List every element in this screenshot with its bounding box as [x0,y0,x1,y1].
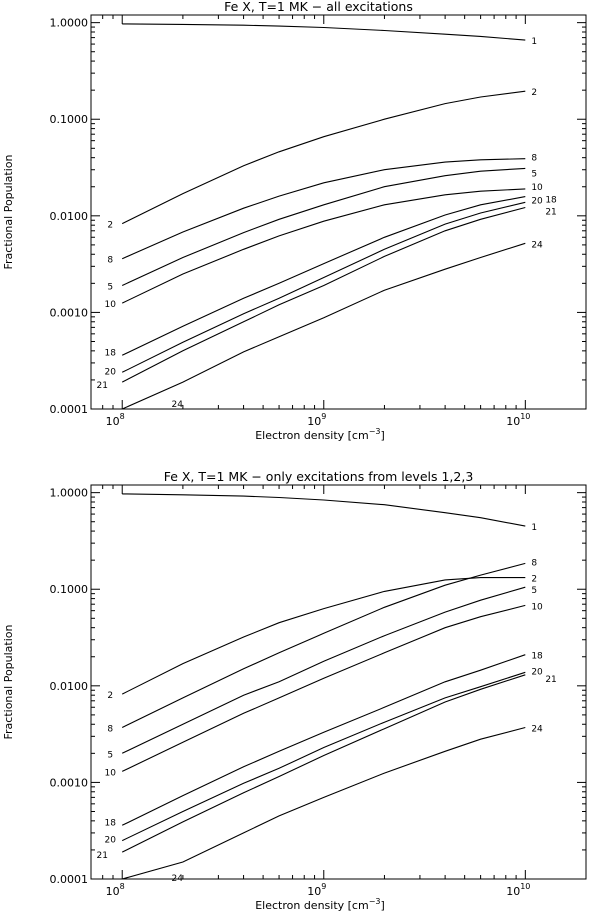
y-tick-label: 0.1000 [50,583,89,596]
x-tick-base: 10 [106,885,120,898]
series-line-20 [121,201,526,373]
series-label-right: 21 [545,207,556,217]
y-tick-label: 0.1000 [50,113,89,126]
x-tick-exponent: 9 [321,412,326,421]
plot-frame [90,14,587,410]
series-line-1 [122,23,526,41]
series-label-right: 18 [545,196,557,206]
x-tick-label: 109 [307,882,326,898]
series-line-24 [122,726,526,880]
x-axis-label-close: ] [381,429,385,442]
series-line-5 [121,586,526,754]
x-axis-label-text: Electron density [cm [255,429,369,442]
series-line-1 [122,493,526,527]
series-line-24 [121,242,526,410]
x-tick-exponent: 9 [321,882,326,891]
series-label-right: 8 [531,558,537,568]
series-line-21 [121,674,526,853]
x-tick-base: 10 [106,415,120,428]
series-label-right: 10 [531,602,543,612]
y-tick-label: 0.0010 [50,306,89,319]
series-label-right: 1 [531,523,537,533]
x-axis-label-close: ] [381,899,385,912]
series-line-10 [121,188,526,304]
series-label-left: 8 [107,256,113,266]
series-label-left: 20 [104,836,116,846]
series-label-right: 18 [531,652,543,662]
y-axis-label: Fractional Population [2,624,15,739]
x-tick-label: 108 [106,412,125,428]
series-label-left: 8 [107,725,113,735]
series-line-21 [121,206,526,383]
series-label-left: 18 [104,348,116,358]
chart-title: Fe X, T=1 MK − only excitations from lev… [164,469,474,484]
series-label-left: 10 [104,300,116,310]
series-label-left: 2 [107,221,113,231]
series-label-left: 24 [171,874,183,884]
chart-panel-2: Fe X, T=1 MK − only excitations from lev… [2,469,587,912]
x-tick-label: 1010 [506,882,530,898]
y-tick-label: 1.0000 [50,17,89,30]
series-line-10 [121,604,526,772]
x-tick-exponent: 10 [520,882,530,891]
series-line-8 [121,562,526,728]
series-label-right: 20 [531,667,543,677]
x-tick-base: 10 [307,415,321,428]
x-tick-label: 109 [307,412,326,428]
x-axis-label: Electron density [cm−3] [255,897,385,912]
x-axis-label-text: Electron density [cm [255,899,369,912]
series-label-right: 1 [531,37,537,47]
series-label-right: 10 [531,183,543,193]
y-tick-label: 0.0100 [50,680,89,693]
series-label-right: 8 [531,154,537,164]
y-tick-label: 0.0001 [50,403,89,416]
series-label-right: 21 [545,675,556,685]
series-label-right: 2 [531,575,537,585]
series-label-left: 18 [104,818,116,828]
series-line-2 [121,577,526,695]
series-label-right: 5 [531,169,537,179]
y-tick-label: 0.0010 [50,776,89,789]
series-line-20 [121,671,526,842]
chart-panel-1: Fe X, T=1 MK − all excitations Fractional… [2,0,587,442]
x-axis-label-exponent: −3 [369,427,381,436]
x-axis-label-exponent: −3 [369,897,381,906]
series-label-right: 20 [531,196,543,206]
y-tick-label: 0.0001 [50,873,89,886]
series-label-left: 10 [104,768,116,778]
y-axis-label: Fractional Population [2,154,15,269]
y-tick-label: 0.0100 [50,210,89,223]
x-tick-base: 10 [506,885,520,898]
x-tick-base: 10 [506,415,520,428]
series-line-18 [121,196,526,356]
series-label-right: 5 [531,586,537,596]
x-tick-label: 1010 [506,412,530,428]
series-label-left: 2 [107,691,113,701]
plot-frame [90,484,587,880]
series-label-left: 20 [104,367,116,377]
x-tick-exponent: 8 [120,882,125,891]
series-line-2 [121,90,526,225]
series-label-left: 5 [107,282,113,292]
series-label-left: 24 [171,400,183,410]
series-line-5 [121,167,526,286]
series-label-right: 24 [531,240,543,250]
series-label-right: 2 [531,88,537,98]
series-line-8 [121,158,526,260]
series-label-left: 21 [96,851,107,861]
series-line-18 [121,654,526,826]
x-tick-exponent: 8 [120,412,125,421]
x-tick-exponent: 10 [520,412,530,421]
chart-title: Fe X, T=1 MK − all excitations [224,0,413,14]
x-tick-label: 108 [106,882,125,898]
x-axis-label: Electron density [cm−3] [255,427,385,442]
y-tick-label: 1.0000 [50,487,89,500]
x-tick-base: 10 [307,885,321,898]
series-label-left: 21 [96,381,107,391]
series-label-right: 24 [531,725,543,735]
series-label-left: 5 [107,750,113,760]
